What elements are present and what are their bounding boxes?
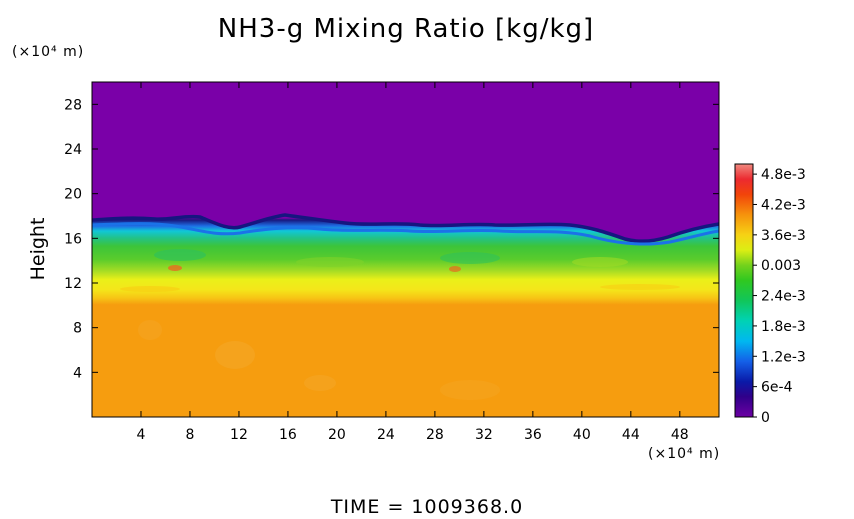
y-axis-unit: (×10⁴ m) bbox=[12, 44, 85, 60]
x-tick-label: 16 bbox=[279, 427, 297, 443]
y-tick-label: 24 bbox=[64, 142, 82, 158]
field-texture bbox=[92, 82, 719, 400]
colorbar-tick-label: 1.2e-3 bbox=[761, 349, 806, 365]
x-tick-label: 4 bbox=[137, 427, 146, 443]
y-tick-label: 20 bbox=[64, 187, 82, 203]
x-tick-label: 32 bbox=[475, 427, 493, 443]
x-axis-unit: (×10⁴ m) bbox=[648, 446, 721, 462]
x-axis: 4 8 12 16 20 24 28 32 36 40 44 48 bbox=[137, 82, 689, 443]
y-tick-label: 16 bbox=[64, 231, 82, 247]
x-tick-label: 12 bbox=[230, 427, 248, 443]
plot-field bbox=[91, 81, 720, 418]
colorbar-tick-label: 2.4e-3 bbox=[761, 289, 806, 305]
y-tick-label: 28 bbox=[64, 97, 82, 113]
x-tick-label: 48 bbox=[671, 427, 689, 443]
colorbar-tick-label: 3.6e-3 bbox=[761, 228, 806, 244]
chart-title: NH3-g Mixing Ratio [kg/kg] bbox=[217, 14, 595, 44]
cloud-top-dark-band bbox=[92, 213, 719, 243]
y-axis: 4 8 12 16 20 24 28 bbox=[64, 97, 719, 381]
y-tick-label: 8 bbox=[73, 321, 82, 337]
colorbar-ticks: 0 6e-4 1.2e-3 1.8e-3 2.4e-3 0.003 3.6e-3 4.2e-3… bbox=[753, 167, 806, 426]
x-tick-label: 40 bbox=[573, 427, 591, 443]
plot-frame bbox=[91, 81, 720, 418]
x-tick-label: 8 bbox=[186, 427, 195, 443]
colorbar-tick-label: 4.2e-3 bbox=[761, 197, 806, 213]
cloud-top-blue-band bbox=[92, 222, 719, 246]
colorbar-tick-label: 0.003 bbox=[761, 258, 801, 274]
y-tick-label: 12 bbox=[64, 276, 82, 292]
cloud-top-edge bbox=[92, 82, 719, 241]
colorbar-tick-label: 0 bbox=[761, 410, 770, 426]
time-readout: TIME = 1009368.0 bbox=[330, 496, 524, 518]
colorbar-tick-label: 6e-4 bbox=[761, 380, 793, 396]
colorbar-frame bbox=[734, 163, 754, 418]
y-tick-label: 4 bbox=[73, 365, 82, 381]
colorbar-tick-label: 4.8e-3 bbox=[761, 167, 806, 183]
colorbar-gradient bbox=[735, 164, 753, 417]
x-tick-label: 20 bbox=[328, 427, 346, 443]
colorbar: 0 6e-4 1.2e-3 1.8e-3 2.4e-3 0.003 3.6e-3 4.2e-3… bbox=[734, 163, 806, 426]
colorbar-tick-label: 1.8e-3 bbox=[761, 319, 806, 335]
x-tick-label: 36 bbox=[524, 427, 542, 443]
x-tick-label: 28 bbox=[426, 427, 444, 443]
x-tick-label: 24 bbox=[377, 427, 395, 443]
x-tick-label: 44 bbox=[622, 427, 640, 443]
